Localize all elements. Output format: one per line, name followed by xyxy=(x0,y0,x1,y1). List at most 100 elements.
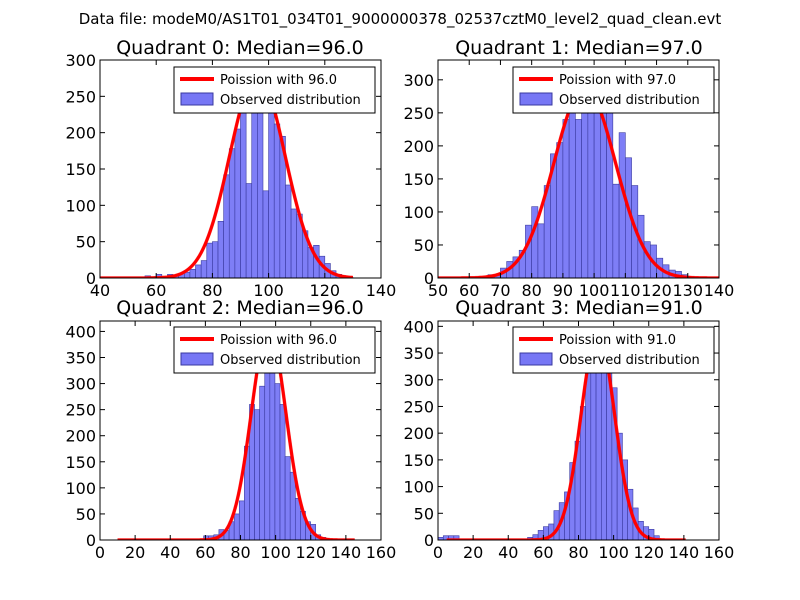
histogram-bar xyxy=(593,89,601,278)
histogram-bar xyxy=(290,208,297,278)
x-tick-label: 90 xyxy=(553,281,573,300)
histogram-bar xyxy=(648,529,655,540)
histogram-bar xyxy=(587,86,595,278)
y-tick-label: 250 xyxy=(65,401,96,420)
histogram-bar xyxy=(245,183,253,278)
histogram-bar xyxy=(259,385,266,540)
figure-title: Data file: modeM0/AS1T01_034T01_90000003… xyxy=(79,10,722,29)
y-tick-label: 50 xyxy=(76,505,96,524)
histogram-bar xyxy=(618,132,626,278)
legend-poisson-label: Poission with 91.0 xyxy=(559,333,676,348)
histogram-bar xyxy=(189,268,196,278)
y-tick-label: 0 xyxy=(424,269,434,288)
x-tick-label: 40 xyxy=(160,543,180,562)
axes-frame xyxy=(437,59,720,279)
y-tick-label: 100 xyxy=(403,203,434,222)
x-tick-label: 140 xyxy=(366,281,397,300)
x-tick-label: 120 xyxy=(633,543,664,562)
quadrant-0-panel: Quadrant 0: Median=96.0 40 60 80 100 120 140 0… xyxy=(65,37,396,300)
histogram-bar xyxy=(590,350,597,540)
x-tick-label: 110 xyxy=(610,281,641,300)
x-tick-label: 60 xyxy=(146,281,166,300)
histogram-bar xyxy=(284,456,291,540)
y-tick-label: 50 xyxy=(414,504,434,523)
y-tick-label: 200 xyxy=(403,424,434,443)
x-tick-label: 40 xyxy=(498,543,518,562)
y-tick-label: 0 xyxy=(424,531,434,550)
quadrant-3-legend: Poission with 91.0 Observed distribution xyxy=(512,326,715,374)
y-tick-label: 150 xyxy=(403,170,434,189)
y-tick-label: 250 xyxy=(403,397,434,416)
histogram-bar xyxy=(223,174,230,278)
legend-observed-swatch xyxy=(180,92,214,106)
histogram-bar xyxy=(206,242,213,278)
y-tick-label: 250 xyxy=(65,87,96,106)
histogram-bar xyxy=(262,190,269,278)
legend-observed-swatch xyxy=(519,352,553,366)
histogram-bar xyxy=(279,404,286,540)
quadrant-0-title: Quadrant 0: Median=96.0 xyxy=(116,37,364,59)
legend-observed-label: Observed distribution xyxy=(220,93,361,108)
histogram-bar xyxy=(257,92,264,278)
histogram-bar xyxy=(195,264,202,278)
x-tick-label: 120 xyxy=(310,281,341,300)
x-tick-label: 140 xyxy=(669,543,700,562)
histogram-bar xyxy=(234,128,241,278)
x-tick-label: 0 xyxy=(433,543,443,562)
x-tick-label: 60 xyxy=(195,543,215,562)
histogram-bar xyxy=(228,148,236,278)
histogram-bar xyxy=(575,119,582,278)
x-tick-label: 60 xyxy=(533,543,553,562)
x-tick-label: 80 xyxy=(568,543,588,562)
legend-observed-label: Observed distribution xyxy=(559,93,700,108)
histogram-bar xyxy=(254,409,260,540)
histogram-bar xyxy=(562,119,570,278)
histogram-bar xyxy=(269,367,276,540)
histogram-bar xyxy=(285,184,292,278)
y-tick-label: 50 xyxy=(414,236,434,255)
x-tick-label: 120 xyxy=(295,543,326,562)
y-tick-label: 300 xyxy=(403,371,434,390)
y-tick-label: 300 xyxy=(65,51,96,70)
histogram-bar xyxy=(556,142,564,278)
x-tick-label: 130 xyxy=(673,281,704,300)
y-tick-label: 150 xyxy=(65,453,96,472)
legend-observed-swatch xyxy=(519,92,553,106)
quadrant-2-panel: Quadrant 2: Median=96.0 0 20 40 60 80 100 120 1… xyxy=(65,297,396,562)
x-tick-label: 160 xyxy=(704,543,735,562)
quadrant-3-panel: Quadrant 3: Median=91.0 0 20 40 60 80 100 120 1… xyxy=(403,297,734,562)
histogram-bar xyxy=(240,112,247,278)
histogram-bar xyxy=(537,223,545,278)
y-tick-label: 0 xyxy=(86,269,96,288)
y-tick-label: 400 xyxy=(65,322,96,341)
quadrant-1-title: Quadrant 1: Median=97.0 xyxy=(455,37,703,59)
legend-observed-label: Observed distribution xyxy=(559,353,700,368)
histogram-bar xyxy=(233,513,240,540)
x-tick-label: 100 xyxy=(598,543,629,562)
x-tick-label: 20 xyxy=(463,543,483,562)
y-tick-label: 150 xyxy=(65,160,96,179)
histogram-bar xyxy=(268,99,275,278)
quadrant-1-panel: Quadrant 1: Median=97.0 50 60 70 80 90 100 110… xyxy=(403,37,734,300)
histogram-bar xyxy=(289,471,296,540)
y-tick-label: 100 xyxy=(403,478,434,497)
plot-area xyxy=(100,72,354,278)
legend-poisson-label: Poission with 97.0 xyxy=(559,73,676,88)
histogram-bar xyxy=(600,109,607,278)
histogram-bar xyxy=(212,241,219,278)
x-tick-label: 140 xyxy=(704,281,735,300)
x-tick-label: 120 xyxy=(641,281,672,300)
x-tick-label: 80 xyxy=(230,543,250,562)
poisson-curve xyxy=(117,327,355,540)
x-tick-label: 140 xyxy=(331,543,362,562)
quadrant-2-legend: Poission with 96.0 Observed distribution xyxy=(173,326,376,374)
histogram-bar xyxy=(568,109,576,278)
quadrant-2-title: Quadrant 2: Median=96.0 xyxy=(116,297,364,319)
y-tick-label: 200 xyxy=(403,137,434,156)
histogram-bar xyxy=(273,123,281,278)
x-tick-label: 60 xyxy=(459,281,479,300)
y-tick-label: 300 xyxy=(65,375,96,394)
quadrant-3-title: Quadrant 3: Median=91.0 xyxy=(455,297,703,319)
legend-observed-label: Observed distribution xyxy=(220,353,361,368)
